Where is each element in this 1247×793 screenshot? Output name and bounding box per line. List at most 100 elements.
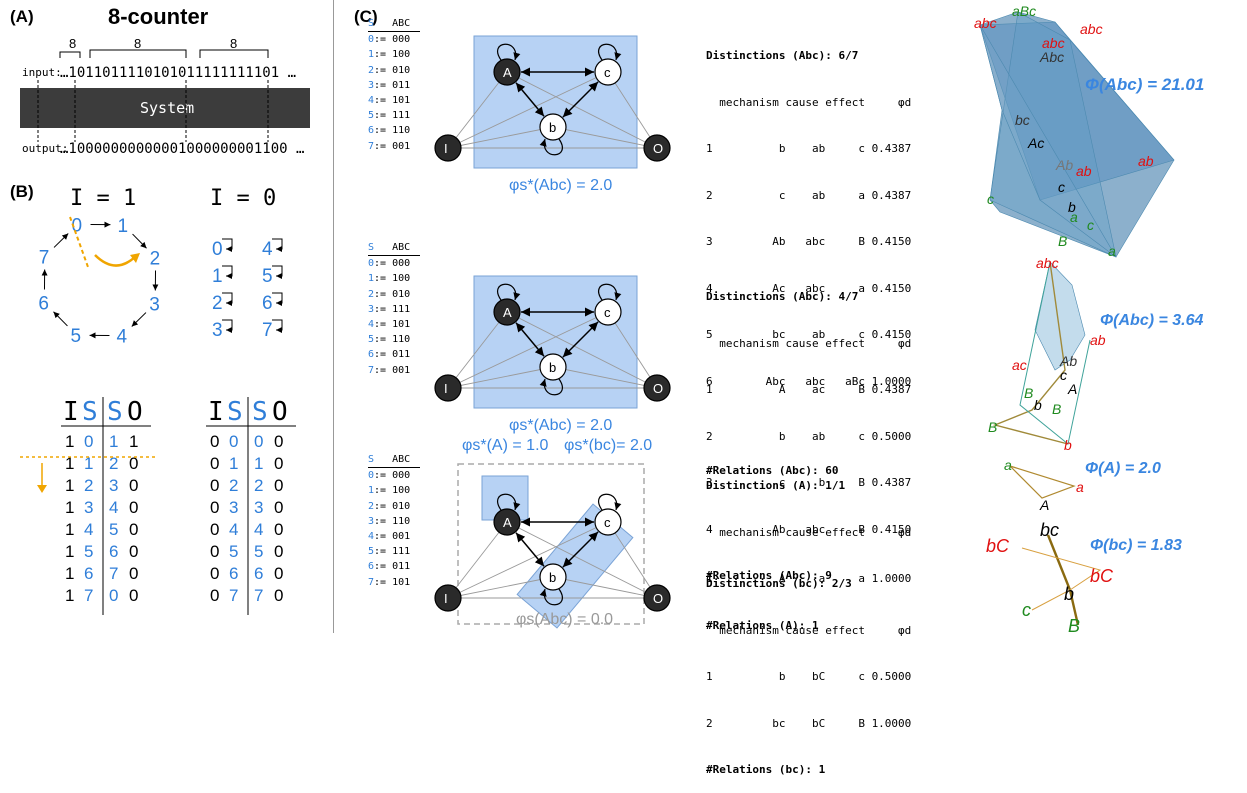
state-row: 6:= 110	[368, 123, 420, 138]
state-row: 0:= 000	[368, 256, 420, 271]
table-cell: 7	[109, 564, 118, 583]
cycle-edge	[53, 312, 67, 326]
transition-marker-head	[37, 485, 47, 493]
table-cell: 0	[210, 476, 219, 495]
table-header: S	[252, 397, 268, 427]
self-node: 0	[212, 239, 223, 260]
table-cell: 0	[129, 520, 138, 539]
dist-row: 2 b ab c 0.5000	[706, 429, 911, 445]
table-cell: 0	[109, 586, 118, 605]
relations-3b: #Relations (bc): 1	[706, 762, 911, 778]
table-cell: 0	[274, 476, 283, 495]
dist-row: 1 b ab c 0.4387	[706, 141, 911, 157]
dist-col-header-1: mechanism cause effect φd	[706, 95, 911, 111]
self-loop	[222, 320, 232, 330]
poly-label: ab	[1076, 163, 1092, 179]
state-row: 5:= 111	[368, 544, 420, 559]
table-cell: 1	[254, 454, 263, 473]
node-label-A: A	[503, 515, 512, 530]
table-cell: 0	[129, 498, 138, 517]
table-cell: 1	[65, 542, 74, 561]
state-row: 0:= 000	[368, 32, 420, 47]
self-node: 6	[262, 293, 273, 314]
cause-effect-structure-4	[1048, 535, 1078, 625]
dist-col-header-2: mechanism cause effect φd	[706, 336, 911, 352]
dist-row: 1 A ac B 0.4387	[706, 382, 911, 398]
poly-label: Ab	[1055, 157, 1073, 173]
poly-label: ab	[1090, 332, 1106, 348]
poly-label: B	[1068, 616, 1080, 633]
table-cell: 1	[65, 586, 74, 605]
brace-label-3: 8	[230, 36, 237, 51]
table-cell: 0	[274, 432, 283, 451]
panel-a: (A) 8-counter 8 8 8 input: …101101111010…	[0, 0, 330, 170]
table-cell: 0	[274, 454, 283, 473]
cycle-node: 7	[39, 248, 50, 269]
table-cell: 1	[65, 432, 74, 451]
big-phi-1: Φ(Abc) = 21.01	[1085, 75, 1204, 94]
self-node: 5	[262, 266, 273, 287]
phi-label-total: φs(Abc) = 0.0	[516, 611, 613, 628]
node-label-b: b	[549, 120, 556, 135]
table-cell: 3	[84, 498, 93, 517]
table-cell: 0	[129, 564, 138, 583]
table-cell: 4	[254, 520, 263, 539]
table-cell: 5	[84, 542, 93, 561]
table-header: I	[208, 397, 224, 427]
poly-label: c	[987, 191, 994, 207]
node-label-O: O	[653, 381, 663, 396]
node-label-I: I	[444, 381, 448, 396]
state-table-header: S ABC	[368, 16, 420, 32]
input-bits: …1011011110101011111111101 …	[60, 65, 296, 81]
big-phi-4: Φ(bc) = 1.83	[1090, 537, 1182, 554]
node-label-O: O	[653, 591, 663, 606]
cycle-title: I = 1	[70, 186, 136, 211]
table-cell: 0	[84, 432, 93, 451]
table-cell: 1	[65, 498, 74, 517]
node-label-O: O	[653, 141, 663, 156]
poly-label: ac	[1012, 357, 1027, 373]
table-cell: 0	[129, 542, 138, 561]
node-label-I: I	[444, 141, 448, 156]
dist-row: 3 Ab abc B 0.4150	[706, 234, 911, 250]
output-bits: …10000000000001000000001100 …	[60, 141, 304, 157]
table-cell: 0	[274, 564, 283, 583]
cycle-node: 5	[71, 326, 82, 347]
node-label-c: c	[604, 65, 611, 80]
dist-header-3a: Distinctions (A): 1/1	[706, 478, 911, 494]
phi-label: φs*(Abc) = 2.0	[509, 417, 612, 434]
poly-label: a	[1070, 209, 1078, 225]
state-row: 6:= 011	[368, 347, 420, 362]
poly-label: bC	[1090, 566, 1114, 586]
poly-label: B	[1024, 385, 1033, 401]
node-label-A: A	[503, 305, 512, 320]
table-cell: 0	[210, 542, 219, 561]
phi-label: φs*(Abc) = 2.0	[509, 177, 612, 194]
poly-label: Abc	[1039, 49, 1064, 65]
phi-label-a: φs*(A) = 1.0	[462, 437, 549, 454]
poly-label: bC	[986, 536, 1010, 556]
state-row: 7:= 001	[368, 363, 420, 378]
poly-label: b	[1064, 584, 1074, 604]
poly-label: c	[1022, 600, 1031, 620]
poly-label: B	[988, 419, 997, 435]
poly-label: b	[1064, 437, 1072, 453]
panel-a-letter: (A)	[10, 7, 34, 26]
poly-label: c	[1087, 217, 1094, 233]
table-cell: 3	[229, 498, 238, 517]
poly-label: abc	[1080, 21, 1103, 37]
poly-label: B	[1052, 401, 1061, 417]
state-row: 0:= 000	[368, 468, 420, 483]
poly-label: c	[1058, 179, 1065, 195]
table-cell: 1	[229, 454, 238, 473]
table-cell: 0	[274, 520, 283, 539]
cause-effect-structure-3	[1010, 466, 1074, 498]
self-node: 4	[262, 239, 273, 260]
panel-b-letter: (B)	[10, 182, 34, 201]
poly-label: B	[1058, 233, 1067, 249]
node-I	[435, 135, 461, 161]
